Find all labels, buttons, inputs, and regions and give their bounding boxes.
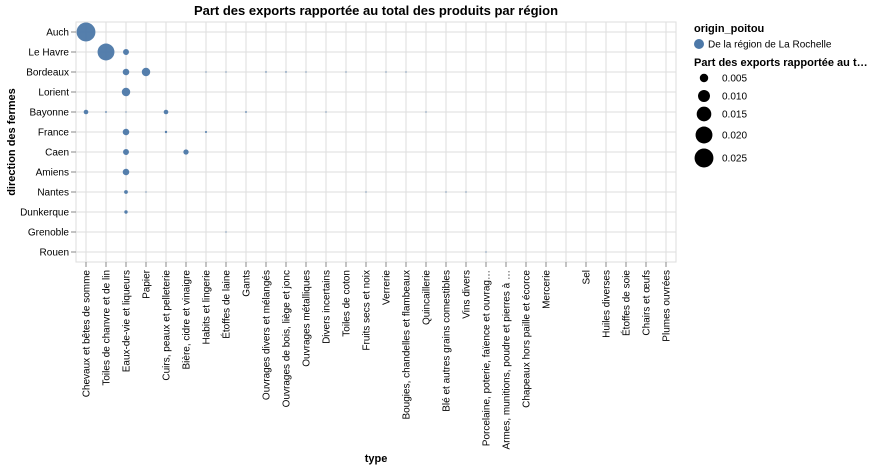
legend-size-swatch	[698, 90, 710, 102]
legend-size-swatch	[696, 106, 712, 122]
y-axis-title: direction des fermes	[6, 88, 18, 196]
legend-size-title: Part des exports rapportée au t…	[694, 57, 868, 69]
legend-color-swatch	[694, 39, 704, 49]
data-point	[385, 71, 387, 73]
x-tick-label: Sel	[582, 270, 593, 284]
y-tick-label: Dunkerque	[20, 208, 69, 219]
legend-size-swatch	[699, 73, 709, 83]
y-tick-label: France	[38, 128, 70, 139]
data-point	[145, 191, 147, 193]
x-tick-label: Eaux-de-vie et liqueurs	[122, 270, 133, 372]
data-point	[83, 109, 89, 115]
data-point	[121, 87, 131, 97]
x-tick-label: Chapeaux hors paille et écorce	[522, 270, 533, 408]
data-point	[125, 111, 127, 113]
data-point	[225, 71, 227, 73]
plot-frame	[75, 21, 677, 263]
data-point	[325, 111, 327, 113]
data-point	[97, 43, 115, 61]
x-tick-label: Quincaillerie	[422, 270, 433, 325]
data-point	[205, 71, 207, 73]
x-axis-title: type	[365, 453, 388, 465]
legend-size-label: 0.025	[722, 154, 747, 165]
legend-size-label: 0.015	[722, 110, 747, 121]
x-tick-label: Bougies, chandelles et flambeaux	[402, 270, 413, 420]
data-point	[445, 191, 447, 193]
data-point	[122, 128, 130, 136]
x-tick-label: Mercerie	[542, 270, 553, 309]
x-tick-label: Chairs et œufs	[642, 270, 653, 336]
data-point	[204, 130, 208, 134]
x-tick-label: Étoffes de soie	[620, 270, 633, 336]
x-tick-label: Fruits secs et noix	[362, 270, 373, 351]
data-point	[365, 191, 367, 193]
y-tick-label: Nantes	[37, 188, 69, 199]
data-point	[76, 22, 96, 42]
data-point	[485, 251, 487, 253]
x-tick-label: Ouvrages divers et mélangés	[262, 270, 273, 400]
data-point	[405, 71, 407, 73]
x-tick-label: Huiles diverses	[602, 270, 613, 338]
data-point	[345, 71, 347, 73]
data-point	[124, 210, 128, 214]
y-tick-label: Grenoble	[28, 228, 70, 239]
data-point	[124, 190, 128, 194]
x-tick-label: Porcelaine, poterie, faïence et ouvrag…	[482, 270, 493, 446]
x-tick-label: Toiles de chanvre et de lin	[102, 270, 113, 386]
plot-area: Auch Le Havre Bordeaux Lorient Bayonne France…	[20, 21, 677, 450]
x-tick-label: Vins divers	[462, 270, 473, 319]
legend-size-swatch	[695, 126, 713, 144]
data-point	[305, 71, 307, 73]
y-tick-label: Amiens	[36, 168, 69, 179]
data-point	[122, 68, 130, 76]
legend-size-label: 0.005	[722, 74, 747, 85]
x-tick-label: Papier	[142, 269, 153, 299]
x-tick-label: Ouvrages de bois, liège et jonc	[282, 270, 293, 407]
data-point	[245, 111, 247, 113]
x-tick-label: Gants	[242, 270, 253, 297]
y-tick-label: Bayonne	[30, 108, 70, 119]
data-point	[123, 149, 129, 155]
data-point	[465, 191, 467, 193]
data-point	[122, 168, 130, 176]
data-point	[123, 49, 129, 55]
data-point	[141, 67, 151, 77]
legend-color-title: origin_poitou	[694, 23, 764, 35]
x-tick-label: Étoffes de laine	[220, 270, 233, 339]
x-tick-label: Toiles de coton	[342, 270, 353, 337]
y-tick-label: Rouen	[40, 248, 69, 259]
x-tick-label: Plumes ouvrées	[662, 270, 673, 342]
legend-size-label: 0.010	[722, 92, 747, 103]
legend: origin_poitou De la région de La Rochell…	[694, 23, 868, 168]
legend-size-label: 0.020	[722, 131, 747, 142]
y-tick-label: Bordeaux	[26, 68, 69, 79]
x-tick-label: Divers incertains	[322, 270, 333, 344]
legend-color-label: De la région de La Rochelle	[708, 40, 832, 51]
x-tick-label: Bière, cidre et vinaigre	[182, 270, 193, 370]
x-tick-label: Ouvrages métalliques	[302, 270, 313, 367]
data-point	[105, 111, 107, 113]
x-tick-label: Chevaux et bêtes de somme	[82, 270, 93, 398]
data-point	[163, 109, 169, 115]
data-point	[265, 71, 267, 73]
legend-size-swatch	[694, 148, 714, 168]
x-tick-label: Verrerie	[382, 270, 393, 305]
data-point	[225, 231, 227, 233]
x-tick-label: Cuirs, peaux et pelleterie	[162, 270, 173, 381]
x-tick-label: Armes, munitions, poudre et pierres à …	[502, 270, 513, 450]
y-tick-label: Lorient	[38, 88, 69, 99]
x-tick-label: Habits et lingerie	[202, 270, 213, 345]
data-point	[425, 111, 427, 113]
data-point	[285, 71, 287, 73]
data-point	[164, 130, 168, 134]
data-point	[183, 149, 189, 155]
y-tick-label: Auch	[46, 28, 69, 39]
y-tick-label: Caen	[45, 148, 69, 159]
x-tick-label: Blé et autres grains comestibles	[442, 270, 453, 412]
y-tick-label: Le Havre	[28, 48, 69, 59]
chart-title: Part des exports rapportée au total des …	[194, 3, 558, 18]
